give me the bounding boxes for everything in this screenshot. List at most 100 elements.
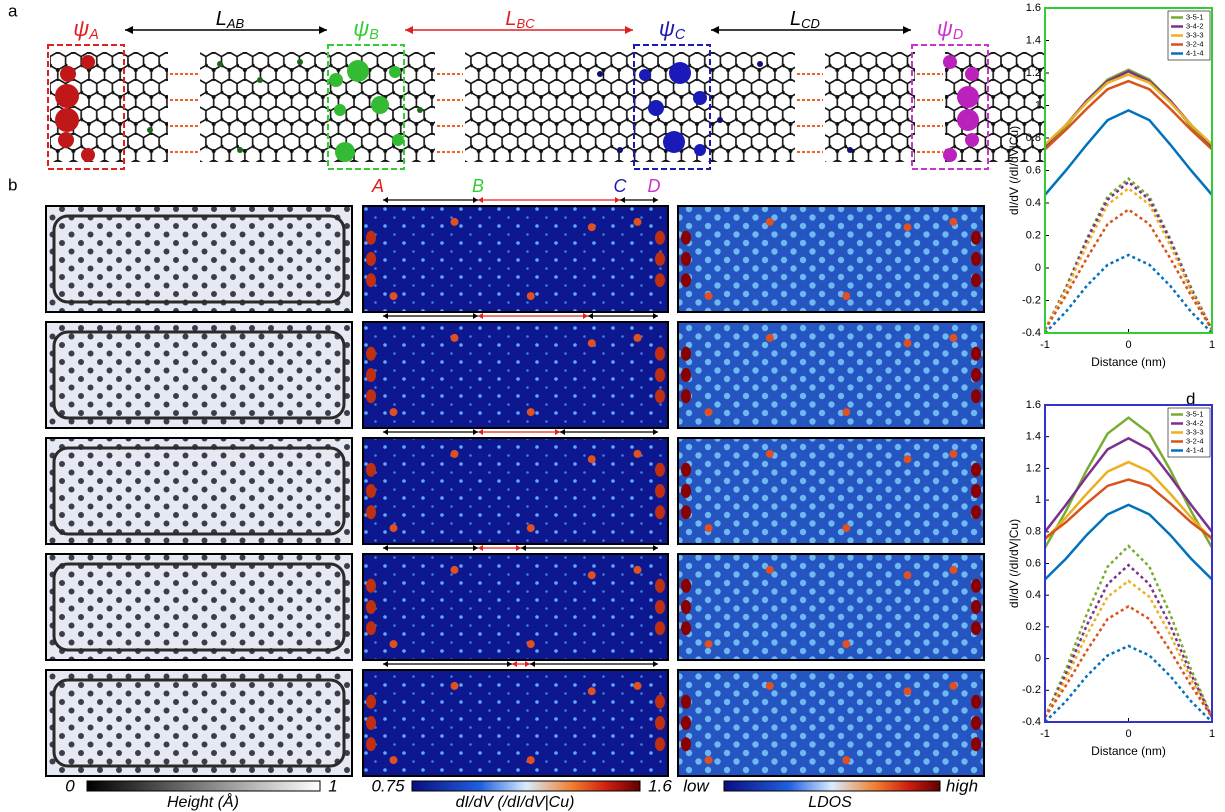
edge-state bbox=[971, 505, 981, 519]
hot-spot bbox=[588, 571, 596, 579]
edge-state bbox=[681, 737, 691, 751]
state-label-sub: B bbox=[369, 27, 379, 43]
site-label: D bbox=[648, 176, 661, 196]
y-tick-label: 0.8 bbox=[1026, 526, 1041, 538]
edge-state bbox=[655, 579, 665, 593]
hot-spot bbox=[451, 334, 459, 342]
edge-state bbox=[655, 389, 665, 403]
length-label-symbol: L bbox=[216, 8, 227, 30]
edge-state bbox=[971, 231, 981, 245]
hot-spot bbox=[527, 640, 535, 648]
y-tick-label: 1 bbox=[1035, 99, 1041, 111]
hot-spot bbox=[705, 640, 713, 648]
state-label-sub: C bbox=[675, 27, 686, 43]
length-label-sub: BC bbox=[517, 16, 536, 31]
x-tick-label: 1 bbox=[1209, 728, 1215, 740]
edge-state bbox=[366, 463, 376, 477]
y-axis-label: dI/dV (/dI/dV|Cu) bbox=[1007, 519, 1021, 608]
hot-spot bbox=[766, 334, 774, 342]
hot-spot bbox=[904, 339, 912, 347]
legend-label: 3-3-3 bbox=[1186, 30, 1204, 39]
hot-spot bbox=[451, 450, 459, 458]
length-label-symbol: L bbox=[790, 8, 801, 30]
edge-state bbox=[971, 579, 981, 593]
state-label: ψB bbox=[353, 16, 379, 43]
edge-state bbox=[681, 621, 691, 635]
edge-state bbox=[655, 716, 665, 730]
legend-label: 3-2-4 bbox=[1186, 436, 1204, 445]
state-label-sub: A bbox=[88, 27, 99, 43]
x-tick-label: 1 bbox=[1209, 339, 1215, 351]
edge-state bbox=[366, 273, 376, 287]
legend-label: 3-5-1 bbox=[1186, 409, 1204, 418]
hot-spot bbox=[705, 524, 713, 532]
state-label-symbol: ψ bbox=[73, 16, 89, 41]
edge-state bbox=[681, 716, 691, 730]
hot-spot bbox=[527, 524, 535, 532]
length-label: LBC bbox=[505, 8, 535, 31]
edge-state bbox=[681, 273, 691, 287]
hot-spot bbox=[588, 455, 596, 463]
y-tick-label: 1.4 bbox=[1026, 431, 1041, 443]
edge-state bbox=[971, 716, 981, 730]
hot-spot bbox=[949, 682, 957, 690]
hot-spot bbox=[904, 223, 912, 231]
edge-state bbox=[681, 252, 691, 266]
edge-state bbox=[366, 252, 376, 266]
edge-state bbox=[366, 579, 376, 593]
hot-spot bbox=[842, 756, 850, 764]
legend-label: 3-4-2 bbox=[1186, 418, 1204, 427]
legend-label: 3-4-2 bbox=[1186, 21, 1204, 30]
legend-label: 3-5-1 bbox=[1186, 12, 1204, 21]
site-label: A bbox=[371, 176, 384, 196]
edge-state bbox=[681, 463, 691, 477]
length-label-sub: AB bbox=[226, 16, 245, 31]
length-label: LAB bbox=[216, 8, 245, 31]
state-label-sub: D bbox=[953, 27, 963, 43]
edge-state bbox=[366, 389, 376, 403]
edge-state bbox=[366, 621, 376, 635]
edge-state bbox=[366, 368, 376, 382]
edge-state bbox=[971, 600, 981, 614]
y-tick-label: 0.2 bbox=[1026, 229, 1041, 241]
map-image bbox=[46, 670, 352, 776]
hot-spot bbox=[842, 524, 850, 532]
edge-state bbox=[366, 716, 376, 730]
hot-spot bbox=[949, 218, 957, 226]
panel-label: b bbox=[8, 175, 17, 194]
edge-state bbox=[681, 579, 691, 593]
hot-spot bbox=[451, 566, 459, 574]
figure: abcdψAψBψCψDLABLBCLCDABCD01Height (Å)0.7… bbox=[0, 0, 1225, 812]
edge-state bbox=[366, 600, 376, 614]
state-label: ψA bbox=[73, 16, 99, 43]
legend-label: 4-1-4 bbox=[1186, 48, 1204, 57]
hot-spot bbox=[904, 571, 912, 579]
edge-state bbox=[971, 368, 981, 382]
state-label-symbol: ψ bbox=[353, 16, 369, 41]
hot-spot bbox=[634, 218, 642, 226]
hot-spot bbox=[390, 408, 398, 416]
edge-state bbox=[681, 484, 691, 498]
y-tick-label: 1.6 bbox=[1026, 399, 1041, 411]
edge-state bbox=[971, 621, 981, 635]
edge-state bbox=[971, 484, 981, 498]
edge-state bbox=[681, 347, 691, 361]
edge-state bbox=[971, 252, 981, 266]
colorbar-min: 0.75 bbox=[371, 776, 405, 795]
hot-spot bbox=[705, 292, 713, 300]
y-tick-label: -0.4 bbox=[1022, 327, 1041, 339]
x-tick-label: 0 bbox=[1125, 339, 1131, 351]
hot-spot bbox=[634, 682, 642, 690]
x-tick-label: -1 bbox=[1040, 339, 1050, 351]
colorbar-max: high bbox=[946, 776, 978, 795]
hot-spot bbox=[634, 334, 642, 342]
y-tick-label: 0.4 bbox=[1026, 197, 1041, 209]
edge-state bbox=[655, 463, 665, 477]
map-image bbox=[678, 206, 984, 312]
map-image bbox=[363, 322, 668, 428]
edge-state bbox=[655, 231, 665, 245]
edge-state bbox=[655, 252, 665, 266]
hot-spot bbox=[766, 450, 774, 458]
site-label: B bbox=[472, 176, 484, 196]
colorbar-label: LDOS bbox=[808, 794, 852, 811]
